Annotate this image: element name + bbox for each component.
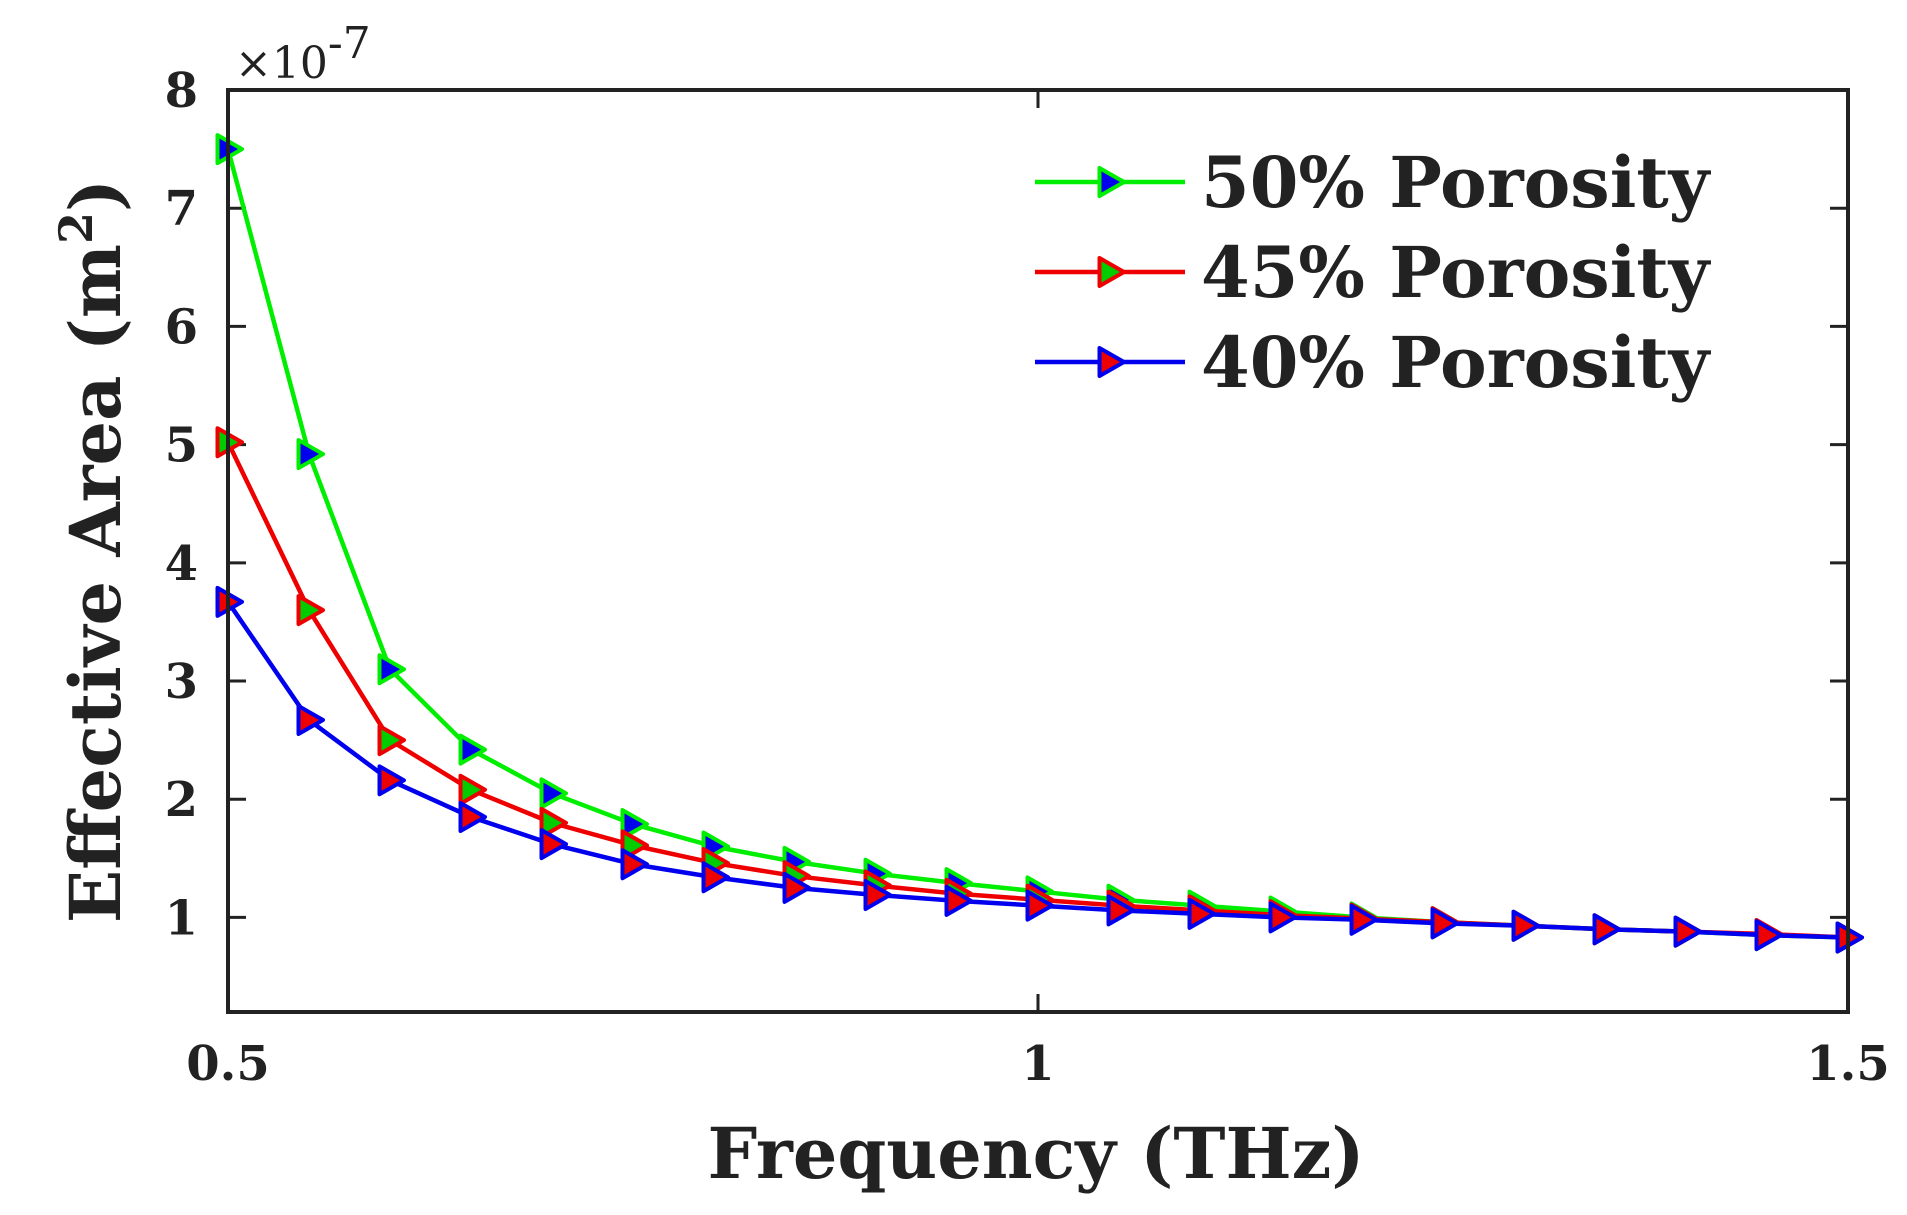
data-point (296, 438, 325, 471)
y-tick-label: 5 (165, 418, 198, 474)
legend-label: 40% Porosity (1201, 321, 1712, 404)
data-point (1430, 907, 1459, 940)
x-tick-label: 1 (1021, 1036, 1054, 1092)
y-tick-label: 4 (165, 536, 198, 592)
data-point (944, 884, 973, 917)
y-tick-label: 8 (165, 63, 198, 119)
y-tick-label: 7 (165, 181, 198, 237)
data-point (1511, 909, 1540, 942)
data-point (377, 724, 406, 757)
series-lines (215, 133, 1864, 954)
legend-entry: 45% Porosity (1035, 231, 1712, 314)
tick-labels: 0.5 1 1.5 1 2 3 4 5 6 7 8 (165, 63, 1890, 1092)
data-point (1349, 903, 1378, 936)
y-tick-label: 6 (165, 299, 198, 355)
series-2 (215, 585, 1864, 954)
data-point (377, 764, 406, 797)
data-point (539, 806, 568, 839)
y-tick-label: 1 (165, 890, 198, 946)
data-point (377, 653, 406, 686)
y-tick-label: 2 (165, 772, 198, 828)
data-point (458, 800, 487, 833)
data-point (1754, 919, 1783, 952)
data-point (620, 808, 649, 841)
data-point (458, 773, 487, 806)
x-axis-label: Frequency (THz) (707, 1112, 1364, 1195)
legend-label: 45% Porosity (1201, 231, 1712, 314)
data-point (863, 878, 892, 911)
legend-marker (1097, 166, 1126, 198)
plot-frame (226, 88, 1850, 1014)
y-axis-label: Effective Area (m2) (49, 179, 137, 923)
data-point (1187, 897, 1216, 930)
legend-label: 50% Porosity (1201, 141, 1712, 224)
data-point (296, 704, 325, 737)
data-point (782, 871, 811, 904)
x-tick-label: 0.5 (186, 1036, 270, 1092)
data-point (539, 777, 568, 810)
data-point (1673, 915, 1702, 948)
data-point (701, 861, 730, 894)
y-tick-label: 3 (165, 654, 198, 710)
data-point (1025, 889, 1054, 922)
legend-entry: 50% Porosity (1035, 141, 1712, 224)
data-point (539, 828, 568, 861)
y-axis-multiplier: ×10-7 (235, 18, 371, 89)
data-point (458, 733, 487, 766)
legend-entry: 40% Porosity (1035, 321, 1712, 404)
data-point (620, 848, 649, 881)
data-point (296, 594, 325, 627)
x-tick-label: 1.5 (1806, 1036, 1890, 1092)
legend-marker (1097, 346, 1126, 378)
data-point (1106, 894, 1135, 927)
data-point (1592, 913, 1621, 946)
data-point (1268, 901, 1297, 934)
legend-marker (1097, 256, 1126, 288)
